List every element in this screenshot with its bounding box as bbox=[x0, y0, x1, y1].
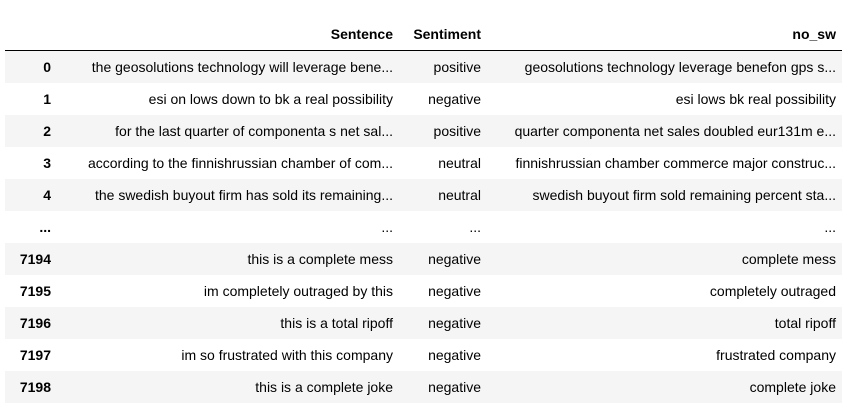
sentence-column-header: Sentence bbox=[57, 18, 399, 51]
sentence-cell: the swedish buyout firm has sold its rem… bbox=[94, 187, 393, 203]
sentence-cell: im so frustrated with this company bbox=[181, 347, 393, 363]
no-sw-cell: frustrated company bbox=[716, 347, 836, 363]
sentence-cell: the geosolutions technology will leverag… bbox=[91, 59, 393, 75]
row-index: 4 bbox=[43, 187, 51, 203]
no-sw-cell: swedish buyout firm sold remaining perce… bbox=[532, 187, 836, 203]
dataframe-table: Sentence Sentiment no_sw 0 the geosoluti… bbox=[5, 18, 842, 403]
row-index: 1 bbox=[43, 91, 51, 107]
table-row: 4 the swedish buyout firm has sold its r… bbox=[5, 179, 842, 211]
table-body: 0 the geosolutions technology will lever… bbox=[5, 50, 842, 403]
sentiment-cell: negative bbox=[428, 91, 481, 107]
sentence-cell: ... bbox=[381, 219, 393, 235]
sentiment-cell: negative bbox=[428, 283, 481, 299]
row-index: 7196 bbox=[19, 315, 51, 331]
row-index: 7195 bbox=[19, 283, 51, 299]
sentence-cell: this is a complete mess bbox=[247, 251, 394, 267]
sentence-cell: this is a complete joke bbox=[255, 379, 393, 395]
no-sw-cell: esi lows bk real possibility bbox=[675, 91, 836, 107]
no-sw-cell: complete joke bbox=[749, 379, 836, 395]
row-index: 7194 bbox=[19, 251, 51, 267]
sentence-cell: esi on lows down to bk a real possibilit… bbox=[148, 91, 393, 107]
row-index: 3 bbox=[43, 155, 51, 171]
no-sw-cell: ... bbox=[824, 219, 836, 235]
sentiment-cell: negative bbox=[428, 379, 481, 395]
table-header: Sentence Sentiment no_sw bbox=[5, 18, 842, 51]
row-index: ... bbox=[39, 219, 51, 235]
table-row: 7198 this is a complete joke negative co… bbox=[5, 371, 842, 403]
sentiment-cell: negative bbox=[428, 315, 481, 331]
no-sw-cell: completely outraged bbox=[709, 283, 836, 299]
table-row: 7194 this is a complete mess negative co… bbox=[5, 243, 842, 275]
sentence-cell: according to the finnishrussian chamber … bbox=[87, 155, 393, 171]
sentiment-cell: neutral bbox=[438, 187, 481, 203]
table-row: 1 esi on lows down to bk a real possibil… bbox=[5, 83, 842, 115]
sentence-cell: im completely outraged by this bbox=[203, 283, 393, 299]
table-row: 0 the geosolutions technology will lever… bbox=[5, 50, 842, 83]
row-index: 2 bbox=[43, 123, 51, 139]
row-index: 0 bbox=[43, 59, 51, 75]
sentiment-cell: ... bbox=[469, 219, 481, 235]
sentiment-column-header: Sentiment bbox=[399, 18, 487, 51]
sentiment-cell: negative bbox=[428, 347, 481, 363]
no-sw-cell: total ripoff bbox=[774, 315, 836, 331]
no-sw-cell: geosolutions technology leverage benefon… bbox=[524, 59, 836, 75]
table-row: 2 for the last quarter of componenta s n… bbox=[5, 115, 842, 147]
no-sw-cell: finnishrussian chamber commerce major co… bbox=[515, 155, 836, 171]
no-sw-column-header: no_sw bbox=[487, 18, 842, 51]
table-row: 7195 im completely outraged by this nega… bbox=[5, 275, 842, 307]
table-row: 7196 this is a total ripoff negative tot… bbox=[5, 307, 842, 339]
no-sw-cell: quarter componenta net sales doubled eur… bbox=[514, 123, 836, 139]
header-row: Sentence Sentiment no_sw bbox=[5, 18, 842, 51]
row-index: 7197 bbox=[19, 347, 51, 363]
sentiment-cell: negative bbox=[428, 251, 481, 267]
sentiment-cell: positive bbox=[433, 59, 481, 75]
ellipsis-row: ... ... ... ... bbox=[5, 211, 842, 243]
no-sw-cell: complete mess bbox=[741, 251, 836, 267]
sentiment-cell: positive bbox=[433, 123, 481, 139]
table-row: 7197 im so frustrated with this company … bbox=[5, 339, 842, 371]
index-column-header bbox=[5, 18, 57, 51]
sentence-cell: this is a total ripoff bbox=[280, 315, 393, 331]
sentence-cell: for the last quarter of componenta s net… bbox=[115, 123, 393, 139]
row-index: 7198 bbox=[19, 379, 51, 395]
sentiment-cell: neutral bbox=[438, 155, 481, 171]
table-row: 3 according to the finnishrussian chambe… bbox=[5, 147, 842, 179]
